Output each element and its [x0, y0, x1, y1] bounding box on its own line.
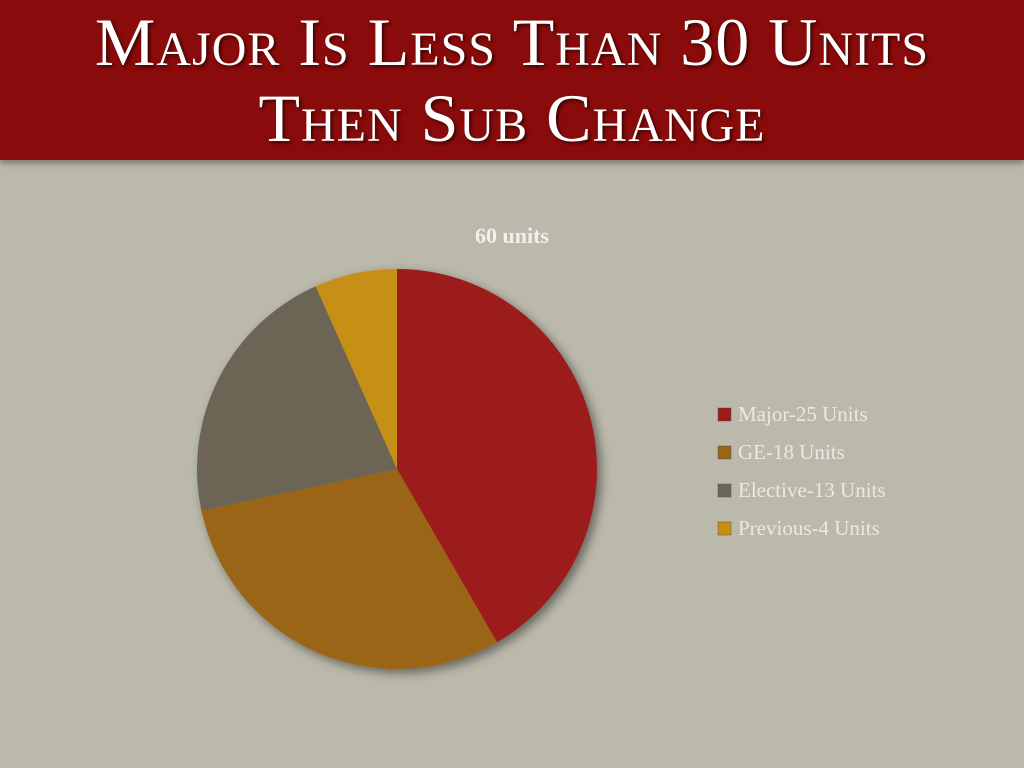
legend-swatch [717, 521, 732, 536]
legend-label: Major-25 Units [738, 402, 868, 426]
header-band: Major Is Less Than 30 Units Then Sub Cha… [0, 0, 1024, 160]
legend-swatch [717, 407, 732, 422]
pie-slice [201, 469, 497, 669]
chart-title: 60 units [475, 223, 549, 248]
slide-title: Major Is Less Than 30 Units Then Sub Cha… [94, 4, 930, 156]
legend-swatch [717, 483, 732, 498]
legend-label: Elective-13 Units [738, 478, 886, 502]
pie-slice [397, 269, 597, 643]
pie-slice [197, 286, 397, 511]
pie-slice [315, 269, 397, 469]
legend-label: Previous-4 Units [738, 516, 880, 540]
legend-swatch [717, 445, 732, 460]
legend-label: GE-18 Units [738, 440, 845, 464]
pie [197, 269, 597, 669]
